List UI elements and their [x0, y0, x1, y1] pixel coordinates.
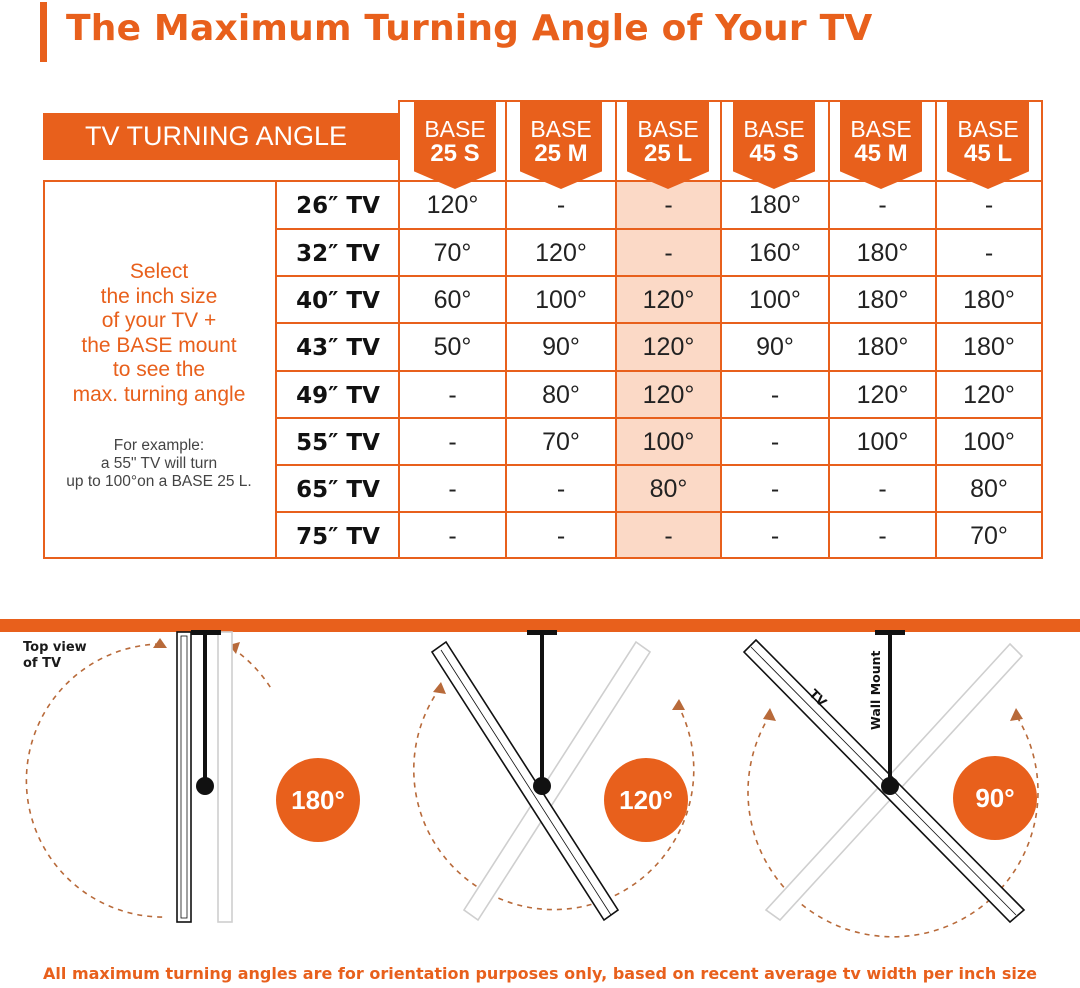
- angle-badge-180: 180°: [276, 758, 360, 842]
- table-cell: 100°: [535, 286, 587, 314]
- table-cell: -: [556, 191, 566, 219]
- table-cell: 120°: [963, 381, 1015, 409]
- table-cell: 100°: [963, 428, 1015, 456]
- table-cell: 100°: [856, 428, 909, 456]
- angle-badge-90: 90°: [953, 756, 1037, 840]
- table-cell: -: [984, 191, 994, 219]
- table-cell: 90°: [756, 333, 794, 361]
- row-label: 26″ TV: [296, 192, 380, 219]
- table-cell: 120°: [535, 239, 587, 267]
- table-cell: 120°: [642, 286, 695, 314]
- table-cell: 70°: [970, 522, 1008, 550]
- table-cell: 70°: [433, 239, 472, 267]
- table-cell: -: [770, 381, 780, 409]
- arrow-head: [153, 638, 167, 648]
- table-cell: 50°: [433, 333, 472, 361]
- title-accent-bar: [40, 2, 47, 62]
- table-cell: 180°: [856, 286, 909, 314]
- angle-badge-120: 120°: [604, 758, 688, 842]
- example-text: For example: a 55" TV will turn up to 10…: [66, 437, 252, 490]
- diagram-90: [742, 630, 1039, 938]
- table-cell: -: [878, 475, 887, 503]
- table-cell: -: [770, 475, 780, 503]
- table-cell: 80°: [970, 475, 1008, 503]
- table-cell: 80°: [542, 381, 580, 409]
- table-header-banner: TV TURNING ANGLE: [43, 113, 398, 160]
- table-cell: -: [878, 191, 887, 219]
- table-cell: -: [770, 522, 780, 550]
- table-cell: -: [664, 239, 673, 267]
- footer-note: All maximum turning angles are for orien…: [43, 964, 1037, 983]
- base-45-s-tag: BASE 45 S: [733, 101, 815, 189]
- table-cell: -: [448, 428, 457, 456]
- table-cell: -: [664, 522, 673, 550]
- table-cell: -: [448, 522, 457, 550]
- table-cell: 120°: [856, 381, 909, 409]
- base-25-m-tag: BASE 25 M: [520, 101, 602, 189]
- table-cell: 180°: [963, 286, 1015, 314]
- table-cell: -: [556, 522, 566, 550]
- top-view-label: Top view of TV: [23, 640, 87, 671]
- instructions-text: Select the inch size of your TV + the BA…: [72, 260, 246, 406]
- row-label: 65″ TV: [296, 476, 380, 503]
- row-label: 40″ TV: [296, 287, 380, 314]
- table-cell: 100°: [749, 286, 801, 314]
- table-cell: -: [770, 428, 780, 456]
- section-divider: [0, 619, 1080, 632]
- highlight-column-base-25-l: [617, 180, 722, 558]
- base-25-s-tag: BASE 25 S: [414, 101, 496, 189]
- row-label: 75″ TV: [296, 523, 380, 550]
- row-label: 55″ TV: [296, 429, 380, 456]
- table-cell: -: [664, 191, 673, 219]
- row-label: 49″ TV: [296, 382, 380, 409]
- table-cell: 60°: [433, 286, 472, 314]
- turning-diagram: [25, 630, 1039, 938]
- row-label: 43″ TV: [296, 334, 380, 361]
- table-cell: -: [556, 475, 566, 503]
- table-cell: 120°: [642, 333, 695, 361]
- table-cell: -: [984, 239, 994, 267]
- row-label: 32″ TV: [296, 240, 380, 267]
- table-cell: -: [448, 381, 457, 409]
- table-header-label: TV TURNING ANGLE: [85, 121, 348, 151]
- table-cell: -: [878, 522, 887, 550]
- table-cell: 120°: [642, 381, 695, 409]
- diagram-180: [25, 630, 273, 923]
- base-45-m-tag: BASE 45 M: [840, 101, 922, 189]
- base-25-l-tag: BASE 25 L: [627, 101, 709, 189]
- table-cell: 100°: [642, 428, 695, 456]
- page-title: The Maximum Turning Angle of Your TV: [66, 8, 873, 49]
- table-cell: 180°: [749, 191, 801, 219]
- table-cell: 160°: [749, 239, 801, 267]
- table-cell: 180°: [963, 333, 1015, 361]
- table-cell: 180°: [856, 333, 909, 361]
- table-cell: 70°: [542, 428, 580, 456]
- table-cell: 180°: [856, 239, 909, 267]
- table-cell: -: [448, 475, 457, 503]
- diagram-120: [412, 630, 695, 922]
- table-cell: 90°: [542, 333, 580, 361]
- table-cell: 80°: [649, 475, 688, 503]
- table-cell: 120°: [426, 191, 479, 219]
- base-45-l-tag: BASE 45 L: [947, 101, 1029, 189]
- wall-mount-label: Wall Mount: [868, 650, 883, 731]
